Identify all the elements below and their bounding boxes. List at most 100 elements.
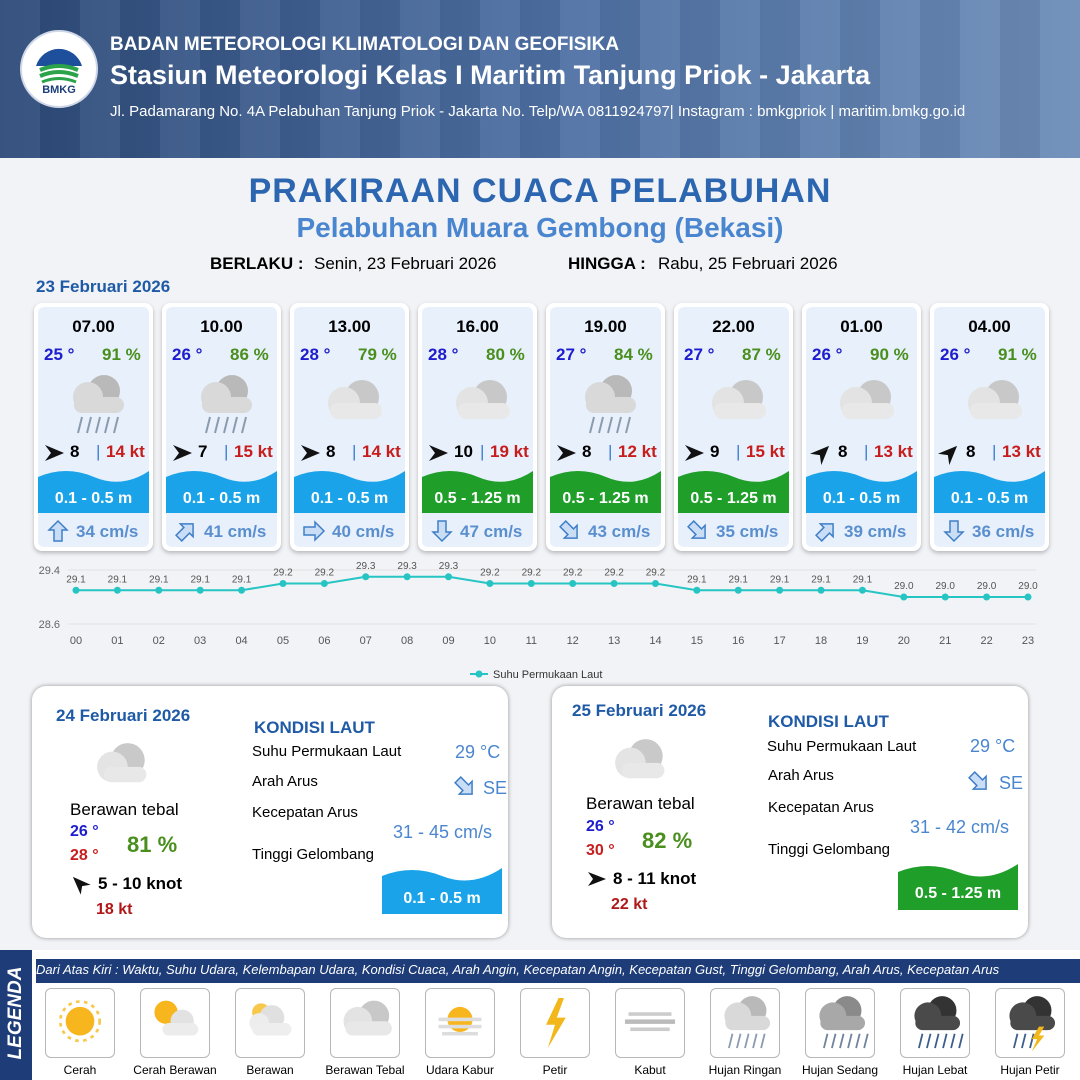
sst-point — [776, 586, 784, 594]
forecast-time: 01.00 — [840, 317, 883, 336]
forecast-humidity: 91 % — [102, 345, 141, 364]
day3-wave-text: 0.5 - 1.25 m — [914, 885, 1002, 902]
x-tick-label: 20 — [898, 635, 910, 647]
wave-shape — [166, 471, 277, 513]
current-arrow-icon — [175, 523, 194, 542]
forecast-gust: 13 kt — [874, 442, 913, 461]
hingga-label: HINGGA : — [568, 254, 646, 273]
wind-arrow-icon — [557, 445, 576, 461]
sst-value-label: 29.1 — [729, 574, 749, 585]
day1-date: 23 Februari 2026 — [36, 277, 171, 296]
legend-label: Petir — [542, 1063, 568, 1077]
day2-panel: 24 Februari 2026 Berawan tebal 26 ° 28 °… — [32, 686, 508, 938]
forecast-separator: | — [736, 442, 741, 461]
legend-label: Hujan Ringan — [708, 1063, 782, 1077]
berawan-tebal-icon — [712, 380, 766, 419]
legend-description: Dari Atas Kiri : Waktu, Suhu Udara, Kele… — [36, 959, 1080, 983]
forecast-card-inner: 13.00 28 ° 79 % 8 | 14 kt 0.1 - 0.5 m 40… — [294, 307, 405, 547]
forecast-wind-speed: 8 — [582, 442, 592, 461]
day3-wind: 8 - 11 knot — [613, 869, 697, 888]
legend-item — [425, 988, 495, 1058]
sst-value-label: 29.3 — [356, 561, 376, 572]
wave-shape — [550, 471, 661, 513]
forecast-humidity: 86 % — [230, 345, 269, 364]
x-tick-label: 08 — [401, 635, 413, 647]
forecast-card-inner: 22.00 27 ° 87 % 9 | 15 kt 0.5 - 1.25 m 3… — [678, 307, 789, 547]
sst-line — [76, 575, 1028, 598]
sst-value-label: 29.1 — [190, 574, 210, 585]
wind-arrow-icon — [685, 445, 704, 461]
legend-marker — [475, 670, 483, 678]
current-arrow-icon — [431, 520, 453, 543]
forecast-current-speed: 39 cm/s — [844, 522, 907, 541]
day3-panel: 25 Februari 2026 Berawan tebal 26 ° 30 °… — [552, 686, 1028, 938]
forecast-wind-speed: 7 — [198, 442, 208, 461]
forecast-wave: 0.1 - 0.5 m — [54, 490, 133, 507]
header-banner: BMKG BADAN METEOROLOGI KLIMATOLOGI DAN G… — [0, 0, 1080, 158]
forecast-gust: 19 kt — [490, 442, 529, 461]
forecast-card-inner: 01.00 26 ° 90 % 8 | 13 kt 0.1 - 0.5 m 39… — [806, 307, 917, 547]
x-tick-label: 23 — [1022, 635, 1034, 647]
station-name: Stasiun Meteorologi Kelas I Maritim Tanj… — [110, 60, 871, 90]
sst-point — [403, 573, 411, 581]
x-tick-label: 12 — [567, 635, 579, 647]
forecast-gust: 14 kt — [362, 442, 401, 461]
x-tick-label: 02 — [153, 635, 165, 647]
forecast-card-inner: 19.00 27 ° 84 % 8 | 12 kt 0.5 - 1.25 m 4… — [550, 307, 661, 547]
berawan-tebal-icon — [840, 380, 894, 419]
sst-value-label: 29.3 — [397, 561, 417, 572]
legend-label: Cerah Berawan — [133, 1063, 217, 1077]
day2-wave-text: 0.1 - 0.5 m — [403, 890, 481, 907]
forecast-current-speed: 40 cm/s — [332, 522, 395, 541]
wind-arrow-icon — [45, 445, 64, 461]
cerah-icon — [58, 1000, 102, 1043]
petir-icon — [546, 997, 566, 1049]
sst-point — [734, 586, 742, 594]
station-address: Jl. Padamarang No. 4A Pelabuhan Tanjung … — [110, 103, 966, 120]
legend-series-name: Suhu Permukaan Laut — [493, 669, 602, 681]
hujan-ringan-icon — [724, 996, 771, 1049]
sst-chart: 29.4 28.6 29.1 29.1 29.1 29.1 29.1 29.2 29.2 29.3… — [39, 561, 1039, 681]
day3-temp-max: 30 ° — [586, 842, 615, 859]
wind-arrow-icon — [810, 445, 830, 465]
sst-value-label: 29.1 — [853, 574, 873, 585]
day2-wind: 5 - 10 knot — [98, 874, 183, 893]
forecast-humidity: 87 % — [742, 345, 781, 364]
sst-value-label: 29.1 — [108, 574, 128, 585]
sst-point — [320, 580, 328, 587]
day2-gust: 18 kt — [96, 901, 133, 918]
day3-wave-shape — [898, 864, 1018, 910]
berawan-tebal-icon — [968, 380, 1022, 419]
berawan-tebal-icon — [97, 743, 147, 783]
legend-label: Berawan — [246, 1063, 294, 1077]
forecast-card: 10.00 26 ° 86 % 7 | 15 kt 0.1 - 0.5 m 41… — [162, 303, 281, 551]
forecast-temp: 28 ° — [428, 345, 459, 364]
forecast-humidity: 80 % — [486, 345, 525, 364]
sst-value-label: 29.1 — [687, 574, 707, 585]
legend-item — [140, 988, 210, 1058]
x-tick-label: 13 — [608, 635, 620, 647]
bmkg-logo: BMKG — [20, 30, 98, 108]
forecast-humidity: 90 % — [870, 345, 909, 364]
cerah-berawan-icon — [154, 1000, 199, 1036]
forecast-wave: 0.5 - 1.25 m — [690, 490, 777, 507]
sst-point — [527, 580, 535, 587]
sst-value-label: 29.2 — [315, 568, 335, 579]
day2-kondisi-title: KONDISI LAUT — [254, 718, 375, 737]
wind-arrow-icon — [301, 445, 320, 461]
page-subtitle: Pelabuhan Muara Gembong (Bekasi) — [296, 212, 784, 243]
forecast-temp: 28 ° — [300, 345, 331, 364]
x-tick-label: 04 — [235, 635, 247, 647]
forecast-current-speed: 35 cm/s — [716, 522, 779, 541]
berawan-tebal-icon — [615, 739, 665, 779]
page-title: PRAKIRAAN CUACA PELABUHAN — [248, 172, 832, 210]
day3-current-arrow-icon — [968, 771, 987, 790]
forecast-gust: 13 kt — [1002, 442, 1041, 461]
forecast-card-inner: 04.00 26 ° 91 % 8 | 13 kt 0.1 - 0.5 m 36… — [934, 307, 1045, 547]
sst-value-label: 29.2 — [480, 568, 500, 579]
berawan-tebal-icon — [328, 380, 382, 419]
sst-point — [196, 586, 204, 594]
forecast-humidity: 79 % — [358, 345, 397, 364]
sst-value-label: 29.0 — [977, 581, 997, 592]
hujan-ringan-icon — [73, 375, 124, 434]
